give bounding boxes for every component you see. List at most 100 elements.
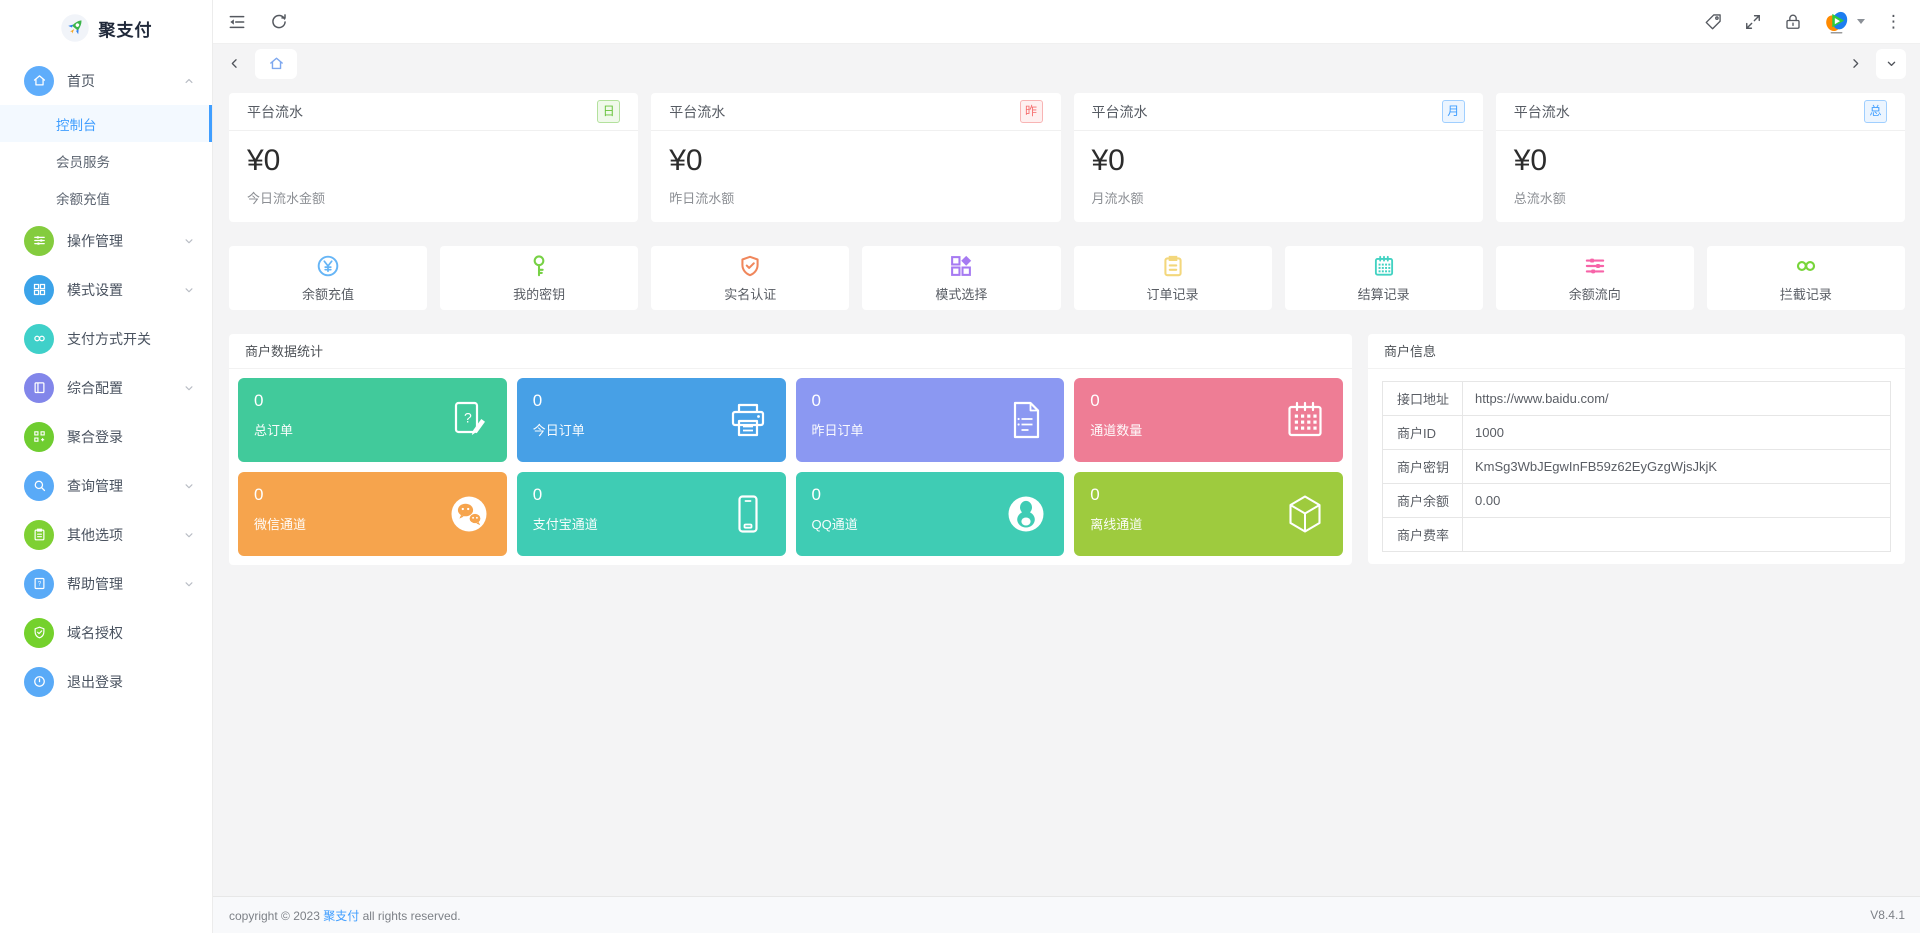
info-label: 接口地址 — [1382, 381, 1463, 416]
card-title: 平台流水 — [1091, 103, 1148, 120]
tag-icon[interactable] — [1703, 12, 1723, 32]
quick-action-order-records[interactable]: 订单记录 — [1073, 246, 1272, 310]
quick-action-label: 拦截记录 — [1779, 287, 1832, 302]
kebab-menu-icon[interactable]: ⋮ — [1885, 12, 1902, 31]
stat-card-channel-count[interactable]: 0 通道数量 — [1074, 378, 1343, 462]
info-label: 商户密钥 — [1382, 449, 1463, 484]
platform-flow-card-total: 平台流水 总 ¥0 总流水额 — [1495, 93, 1905, 222]
stat-card-total-orders[interactable]: 0 总订单 — [238, 378, 507, 462]
sidebar-item-aggregate-login[interactable]: 聚合登录 — [0, 412, 212, 461]
help-doc-icon — [24, 568, 54, 599]
tab-options-button[interactable] — [1876, 48, 1906, 79]
sidebar-item-label: 操作管理 — [67, 232, 123, 249]
sidebar-item-logout[interactable]: 退出登录 — [0, 657, 212, 706]
sidebar-item-help-management[interactable]: 帮助管理 — [0, 559, 212, 608]
mode-grid-icon — [948, 253, 974, 279]
cube-icon — [1281, 490, 1329, 538]
sidebar-menu: 首页 控制台 会员服务 余额充值 操作管理 模式设置 支付方式开关 — [0, 56, 212, 933]
quick-action-my-key[interactable]: 我的密钥 — [440, 246, 639, 310]
sidebar-item-label: 其他选项 — [67, 526, 123, 543]
table-row: 接口地址 https://www.baidu.com/ — [1382, 381, 1891, 416]
merchant-info-table: 接口地址 https://www.baidu.com/ 商户ID 1000 商户… — [1382, 381, 1891, 552]
stat-label: QQ通道 — [811, 517, 858, 532]
quick-action-balance-flow[interactable]: 余额流向 — [1495, 246, 1694, 310]
footer-brand-link[interactable]: 聚支付 — [323, 908, 360, 923]
sidebar-item-domain-auth[interactable]: 域名授权 — [0, 608, 212, 657]
footer: copyright © 2023 聚支付 all rights reserved… — [213, 896, 1920, 933]
caret-down-icon — [1857, 19, 1865, 24]
panels-row: 商户数据统计 0 总订单 0 今日订单 0 — [229, 334, 1905, 565]
copyright-suffix: all rights reserved. — [359, 908, 461, 923]
chevron-down-icon — [182, 479, 196, 493]
flow-value: ¥0 — [669, 144, 703, 177]
table-row: 商户费率 — [1382, 517, 1891, 552]
refresh-icon[interactable] — [269, 12, 289, 32]
stat-label: 总订单 — [254, 423, 294, 438]
stat-label: 离线通道 — [1090, 517, 1143, 532]
sidebar-item-query-management[interactable]: 查询管理 — [0, 461, 212, 510]
stat-value: 0 — [811, 485, 821, 504]
panel-title: 商户数据统计 — [229, 334, 1352, 369]
collapse-menu-icon[interactable] — [227, 12, 247, 32]
chevron-down-icon — [182, 234, 196, 248]
tab-scroll-right-icon[interactable] — [1848, 56, 1863, 71]
stat-card-alipay-channel[interactable]: 0 支付宝通道 — [516, 472, 786, 556]
tab-scroll-left-icon[interactable] — [227, 56, 242, 71]
merchant-balance-value: 0.00 — [1462, 483, 1891, 518]
sidebar-subitem-balance-recharge[interactable]: 余额充值 — [56, 191, 110, 207]
info-label: 商户ID — [1382, 415, 1463, 450]
quick-action-mode-select[interactable]: 模式选择 — [862, 246, 1061, 310]
platform-flow-card-yesterday: 平台流水 昨 ¥0 昨日流水额 — [651, 93, 1061, 222]
sidebar-item-payment-switch[interactable]: 支付方式开关 — [0, 314, 212, 363]
sidebar-subitem-console[interactable]: 控制台 — [0, 105, 212, 142]
calendar-icon — [1281, 396, 1329, 444]
platform-flow-card-month: 平台流水 月 ¥0 月流水额 — [1073, 93, 1483, 222]
main-area: ⋮ 平台流水 日 ¥0 今日流水金额 平台流水 昨 — [213, 0, 1920, 933]
sidebar-item-label: 退出登录 — [67, 673, 123, 690]
quick-action-settlement-records[interactable]: 结算记录 — [1284, 246, 1483, 310]
quick-action-label: 我的密钥 — [513, 287, 566, 302]
key-icon — [526, 253, 552, 279]
stat-card-offline-channel[interactable]: 0 离线通道 — [1074, 472, 1343, 556]
stat-card-today-orders[interactable]: 0 今日订单 — [516, 378, 786, 462]
sidebar-item-label: 模式设置 — [67, 281, 123, 298]
sidebar-item-mode-settings[interactable]: 模式设置 — [0, 265, 212, 314]
merchant-stats-panel: 商户数据统计 0 总订单 0 今日订单 0 — [229, 334, 1352, 565]
fullscreen-icon[interactable] — [1743, 12, 1763, 32]
sidebar-item-operations[interactable]: 操作管理 — [0, 216, 212, 265]
stat-value: 0 — [254, 485, 264, 504]
stat-card-wechat-channel[interactable]: 0 微信通道 — [238, 472, 507, 556]
day-badge: 日 — [597, 100, 621, 123]
power-icon — [24, 666, 54, 697]
stat-card-yesterday-orders[interactable]: 0 昨日订单 — [795, 378, 1065, 462]
table-row: 商户密钥 KmSg3WbJEgwInFB59z62EyGzgWjsJkjK — [1382, 449, 1891, 484]
chevron-down-icon — [182, 381, 196, 395]
lock-icon[interactable] — [1783, 12, 1803, 32]
sidebar-subitem-member-service[interactable]: 会员服务 — [56, 154, 110, 170]
sidebar-item-general-config[interactable]: 综合配置 — [0, 363, 212, 412]
stat-value: 0 — [254, 391, 264, 410]
doc-lines-icon — [1002, 396, 1050, 444]
flow-value: ¥0 — [1091, 144, 1125, 177]
qr-grid-icon — [24, 421, 54, 452]
search-icon — [24, 470, 54, 501]
stat-card-qq-channel[interactable]: 0 QQ通道 — [795, 472, 1065, 556]
calendar-grid-icon — [1371, 253, 1397, 279]
quick-action-real-name-auth[interactable]: 实名认证 — [651, 246, 850, 310]
sidebar-item-other-options[interactable]: 其他选项 — [0, 510, 212, 559]
stat-value: 0 — [1090, 485, 1100, 504]
tab-home[interactable] — [255, 48, 297, 79]
user-menu[interactable] — [1823, 8, 1865, 35]
copyright-prefix: copyright © 2023 — [229, 908, 324, 923]
chevron-down-icon — [182, 577, 196, 591]
sidebar-item-home[interactable]: 首页 — [0, 56, 212, 105]
chevron-down-icon — [182, 528, 196, 542]
quick-action-block-records[interactable]: 拦截记录 — [1706, 246, 1905, 310]
quick-action-balance-recharge[interactable]: 余额充值 — [229, 246, 428, 310]
table-row: 商户余额 0.00 — [1382, 483, 1891, 518]
sidebar-item-label: 查询管理 — [67, 477, 123, 494]
flow-value: ¥0 — [247, 144, 281, 177]
stat-value: 0 — [1090, 391, 1100, 410]
card-title: 平台流水 — [1513, 103, 1570, 120]
